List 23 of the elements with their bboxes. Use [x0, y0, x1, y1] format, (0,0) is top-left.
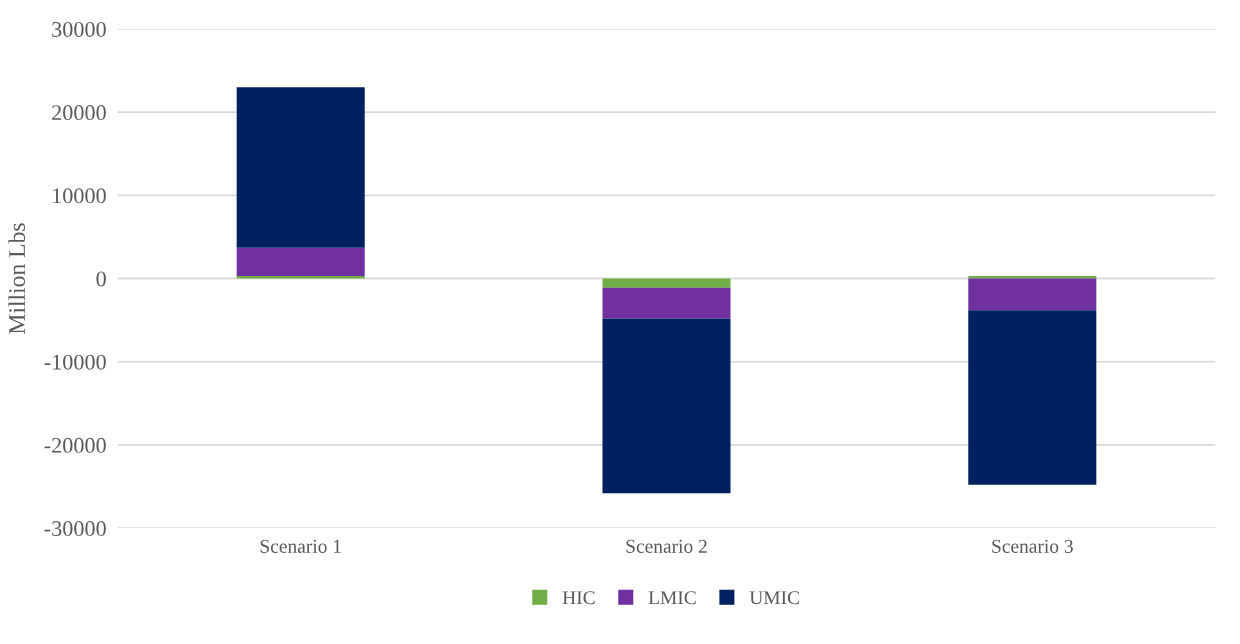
y-tick-label: -10000	[44, 354, 106, 370]
bar	[602, 278, 731, 288]
bar	[236, 276, 365, 279]
bar	[236, 87, 365, 248]
legend-label: HIC	[562, 591, 595, 605]
bar	[602, 318, 731, 494]
bar	[968, 278, 1097, 311]
bar	[968, 310, 1097, 485]
y-tick-label: 0	[96, 271, 106, 287]
y-tick-label: 10000	[53, 188, 106, 204]
bar	[968, 276, 1097, 279]
legend-label: LMIC	[648, 591, 696, 605]
legend-label: UMIC	[749, 591, 799, 605]
y-tick-label: 30000	[52, 21, 106, 37]
y-tick-label: -30000	[44, 521, 106, 537]
y-axis-title: Million Lbs	[8, 223, 26, 334]
x-tick-label: Scenario 2	[626, 539, 707, 553]
y-tick-label: -20000	[44, 437, 106, 453]
x-tick-label: Scenario 1	[260, 539, 341, 553]
x-tick-label: Scenario 3	[992, 539, 1073, 553]
bar	[602, 287, 731, 319]
y-tick-label: 20000	[52, 105, 106, 121]
bar	[236, 247, 365, 277]
